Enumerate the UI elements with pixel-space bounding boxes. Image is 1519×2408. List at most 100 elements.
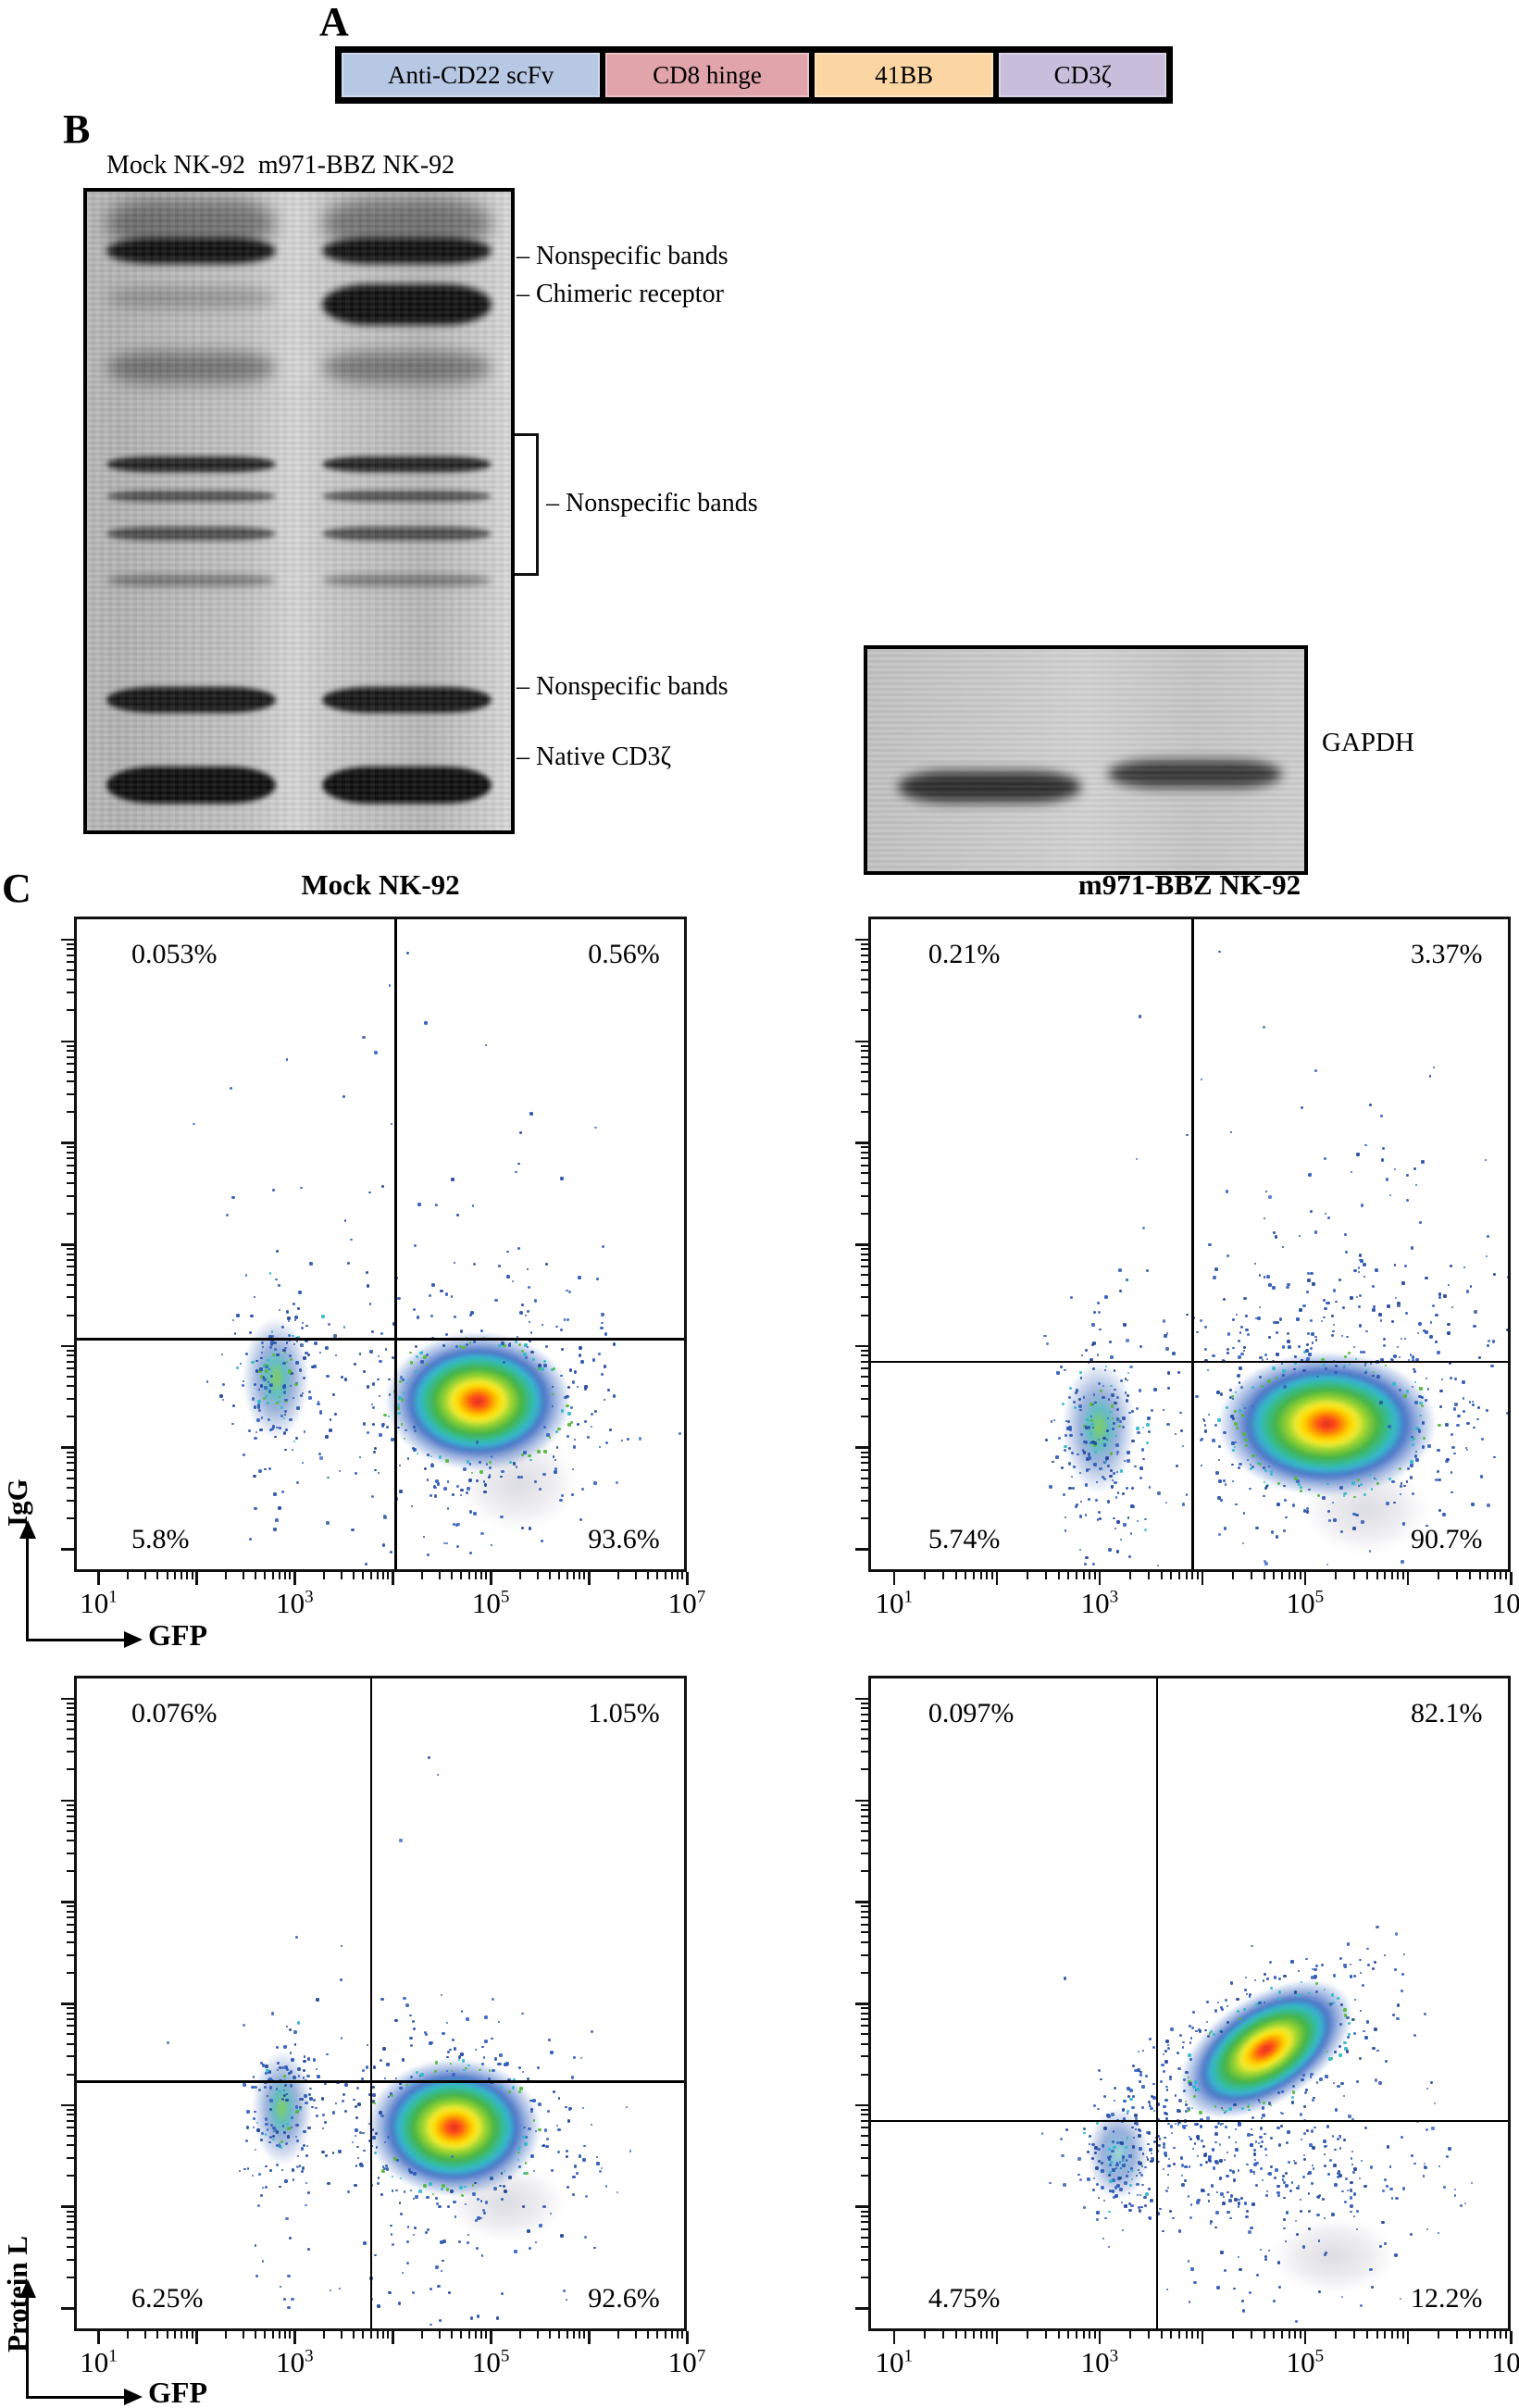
y-axis-major-tick — [61, 2307, 74, 2310]
scatter-dot — [263, 1386, 268, 1391]
scatter-dot — [1185, 2070, 1189, 2074]
scatter-dot — [1137, 2206, 1140, 2210]
scatter-dot — [1189, 2024, 1192, 2027]
scatter-dot — [557, 2096, 561, 2100]
scatter-dot — [1112, 2130, 1115, 2133]
y-axis-arrow-line-2 — [26, 2296, 29, 2398]
scatter-dot — [1191, 2147, 1195, 2151]
scatter-dot — [402, 1391, 405, 1395]
scatter-dot — [411, 2290, 416, 2294]
x-axis-minor-tick — [1384, 2331, 1387, 2339]
scatter-dot — [1388, 1425, 1391, 1429]
scatter-dot — [417, 1452, 419, 1454]
scatter-dot — [1066, 1427, 1070, 1430]
scatter-dot — [1314, 1068, 1318, 1073]
scatter-dot — [1040, 2132, 1044, 2135]
x-axis-minor-tick — [1365, 1572, 1368, 1579]
scatter-dot — [268, 2135, 273, 2139]
scatter-dot — [1093, 2146, 1098, 2151]
scatter-dot — [1314, 1981, 1318, 1985]
scatter-dot — [1111, 2140, 1114, 2144]
scatter-dot — [500, 1515, 504, 1519]
x-axis-minor-tick — [1455, 1572, 1458, 1579]
scatter-dot — [409, 1361, 413, 1365]
scatter-dot — [1195, 2087, 1200, 2091]
scatter-dot — [1397, 1345, 1400, 1349]
scatter-dot — [1122, 2117, 1127, 2121]
scatter-dot — [1413, 1367, 1416, 1371]
scatter-dot — [243, 2167, 246, 2170]
scatter-dot — [524, 2136, 528, 2140]
scatter-dot — [434, 2265, 439, 2270]
scatter-dot — [502, 1343, 506, 1348]
x-axis-minor-tick — [990, 2331, 993, 2339]
x-axis-minor-tick — [1468, 2331, 1471, 2339]
scatter-dot — [562, 2289, 566, 2293]
scatter-dot — [570, 2076, 575, 2079]
scatter-dot — [1330, 2057, 1334, 2061]
scatter-dot — [1333, 2164, 1338, 2168]
scatter-dot — [409, 2014, 412, 2017]
scatter-dot — [270, 1427, 274, 1430]
y-axis-minor-tick — [861, 1044, 868, 1047]
scatter-dot — [276, 2061, 280, 2065]
x-axis-minor-tick — [536, 1572, 539, 1579]
scatter-dot — [321, 1315, 325, 1318]
blot-band — [106, 767, 276, 804]
scatter-dot — [578, 1354, 581, 1357]
scatter-dot — [399, 1489, 403, 1493]
scatter-dot — [480, 2062, 484, 2065]
scatter-dot — [1368, 1549, 1372, 1553]
y-axis-minor-tick — [861, 1499, 868, 1502]
scatter-dot — [520, 1526, 524, 1529]
scatter-dot — [1364, 1370, 1368, 1374]
scatter-dot — [325, 1520, 330, 1525]
y-axis-minor-tick — [861, 1314, 868, 1316]
scatter-dot — [1118, 1268, 1122, 1272]
scatter-dot — [1382, 2189, 1385, 2192]
scatter-dot — [1105, 1455, 1110, 1460]
x-axis-minor-tick — [664, 1572, 666, 1579]
scatter-dot — [521, 1349, 525, 1353]
scatter-dot — [1071, 1486, 1076, 1490]
scatter-dot — [1287, 2130, 1290, 2134]
y-axis-minor-tick — [861, 1803, 868, 1806]
scatter-dot — [456, 1214, 459, 1216]
scatter-dot — [1263, 2001, 1266, 2003]
y-axis-minor-tick — [67, 1738, 74, 1740]
x-tick-label: 105 — [1286, 1587, 1325, 1619]
scatter-dot — [1343, 2041, 1347, 2045]
scatter-dot — [1207, 2154, 1212, 2159]
scatter-dot — [397, 1297, 401, 1301]
x-axis-arrow-line-2 — [26, 2396, 124, 2399]
scatter-dot — [472, 1512, 477, 1516]
x-axis-minor-tick — [548, 1572, 551, 1579]
scatter-dot — [264, 2117, 268, 2121]
scatter-dot — [1284, 2183, 1289, 2188]
scatter-dot — [542, 1449, 547, 1454]
x-tick-label: 101 — [80, 2346, 118, 2378]
scatter-dot — [269, 2168, 273, 2172]
scatter-dot — [1140, 2206, 1143, 2209]
scatter-dot — [1109, 2160, 1114, 2164]
scatter-dot — [1390, 2197, 1394, 2201]
scatter-dot — [1308, 2171, 1312, 2175]
scatter-dot — [1366, 1947, 1369, 1951]
scatter-dot — [414, 2227, 417, 2230]
scatter-dot — [1302, 2176, 1305, 2179]
scatter-dot — [580, 2056, 583, 2059]
scatter-dot — [1423, 2163, 1426, 2165]
scatter-dot — [305, 2144, 309, 2148]
scatter-dot — [1139, 2073, 1143, 2077]
scatter-dot — [1156, 2212, 1161, 2216]
y-axis-major-tick — [855, 1040, 868, 1043]
x-axis-minor-tick — [485, 1572, 488, 1579]
scatter-dot — [1310, 1331, 1314, 1336]
x-axis-major-tick — [195, 1572, 198, 1585]
scatter-dot — [265, 2064, 269, 2068]
scatter-dot — [1158, 2138, 1162, 2140]
scatter-dot — [409, 2190, 413, 2192]
scatter-dot — [578, 1276, 582, 1279]
scatter-dot — [1188, 2165, 1191, 2169]
scatter-dot — [483, 1483, 488, 1488]
